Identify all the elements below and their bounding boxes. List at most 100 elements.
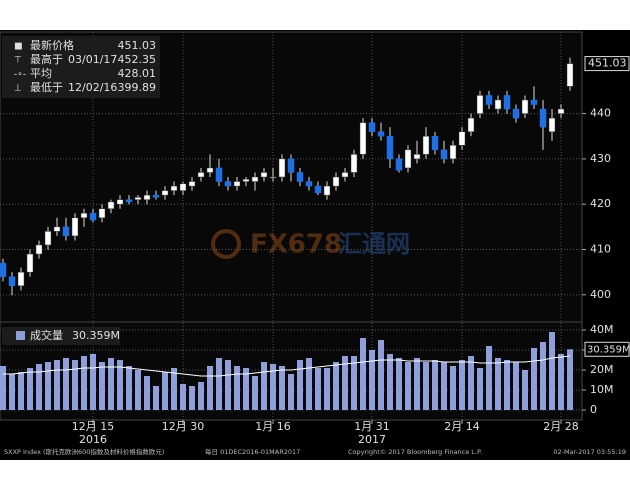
volume-bar [99, 362, 105, 410]
candle-body [440, 149, 448, 160]
candle-body [503, 95, 511, 110]
y-tick-label: 410 [590, 243, 611, 256]
candle-body [62, 226, 70, 237]
candle-body [494, 99, 502, 110]
volume-bar [9, 374, 15, 410]
candle-body [116, 199, 124, 205]
candle-body [485, 95, 493, 105]
volume-bar [207, 366, 213, 410]
volume-bar [144, 376, 150, 410]
volume-bar [288, 374, 294, 410]
volume-bar [234, 366, 240, 410]
volume-bar [72, 360, 78, 410]
volume-bar [450, 366, 456, 410]
volume-bar [108, 358, 114, 410]
candle-body [521, 99, 529, 114]
volume-legend-value: 30.359M [72, 329, 120, 342]
legend-name: 最低于 [30, 81, 63, 94]
volume-bar [486, 346, 492, 410]
volume-bar [18, 372, 24, 410]
candle-body [251, 176, 259, 182]
candle-body [242, 179, 250, 182]
volume-legend [2, 327, 120, 345]
candle-body [287, 158, 295, 173]
candle-body [35, 244, 43, 255]
volume-bar [306, 358, 312, 410]
volume-bar [441, 362, 447, 410]
last-volume-label: 30.359M [587, 344, 630, 355]
legend-date: 03/01/17 [68, 53, 117, 66]
candle-body [206, 167, 214, 173]
candle-body [512, 108, 520, 119]
candle-body [89, 213, 97, 221]
volume-bar [315, 368, 321, 410]
candle-body [0, 262, 7, 277]
legend-symbol: ⊥ [14, 84, 22, 94]
legend-value: 428.01 [118, 67, 157, 80]
volume-bar [540, 342, 546, 410]
candle-body [476, 95, 484, 114]
legend-value: 452.35 [118, 53, 157, 66]
last-price-label: 451.03 [588, 57, 627, 70]
volume-bar [504, 360, 510, 410]
volume-bar [90, 354, 96, 410]
candle-body [170, 185, 178, 191]
candle-body [26, 253, 34, 273]
x-tick-label: 1月 31 [354, 420, 390, 433]
volume-bar [225, 360, 231, 410]
volume-bar [423, 362, 429, 410]
footer-timestamp: 02-Mar-2017 03:55:19 [553, 448, 626, 456]
last-volume-tag [584, 341, 630, 357]
volume-bar [342, 356, 348, 410]
candle-body [260, 172, 268, 178]
volume-average-line [3, 355, 571, 377]
candle-body [377, 131, 385, 137]
candle-body [539, 108, 547, 128]
volume-bar [405, 362, 411, 410]
candle-body [422, 135, 430, 155]
x-year-label: 2016 [79, 433, 107, 446]
candle-body [386, 135, 394, 160]
candle-body [314, 185, 322, 194]
candle-body [269, 176, 277, 179]
footer-copyright: Copyright© 2017 Bloomberg Finance L.P. [348, 448, 482, 456]
y-tick-label: 0 [590, 403, 597, 416]
volume-bar [360, 338, 366, 410]
legend-group: ■ 最新价格 451.03 ⊤ 最高于 03/01/17 452.35 -∘- 平均 428.01… [14, 38, 156, 342]
volume-bar [54, 360, 60, 410]
candle-body [107, 201, 115, 209]
volume-bar [387, 354, 393, 410]
candle-body [188, 181, 196, 187]
candle-body [98, 208, 106, 219]
volume-bar [81, 356, 87, 410]
legend-value: 399.89 [118, 81, 157, 94]
volume-bar [198, 382, 204, 410]
volume-legend-swatch [16, 331, 25, 340]
footer-index: SXXP Index (斯托克欧洲600指数及材料价格指数欧元) [4, 447, 164, 456]
y-tick-label: 420 [590, 197, 611, 210]
volume-legend-name: 成交量 [30, 328, 63, 342]
y-tick-label: 400 [590, 288, 611, 301]
y-tick-label: 440 [590, 107, 611, 120]
last-price-tag [584, 56, 630, 72]
candle-body [17, 271, 25, 286]
candle-body [143, 194, 151, 200]
candle-body [557, 108, 565, 114]
x-tick-label: 12月 15 [72, 420, 115, 433]
volume-bar [162, 372, 168, 410]
volume-bar [513, 362, 519, 410]
candle-body [71, 217, 79, 237]
legend-symbol: ⊤ [14, 56, 22, 66]
candle-body [296, 172, 304, 182]
legend-symbol: -∘- [14, 70, 26, 80]
candle-body [530, 99, 538, 105]
candle-body [125, 199, 133, 203]
candle-body [134, 197, 142, 200]
candle-body [161, 190, 169, 196]
watermark-icon [211, 229, 241, 259]
volume-bar [558, 354, 564, 410]
candle-body [278, 158, 286, 178]
candle-body [341, 172, 349, 178]
